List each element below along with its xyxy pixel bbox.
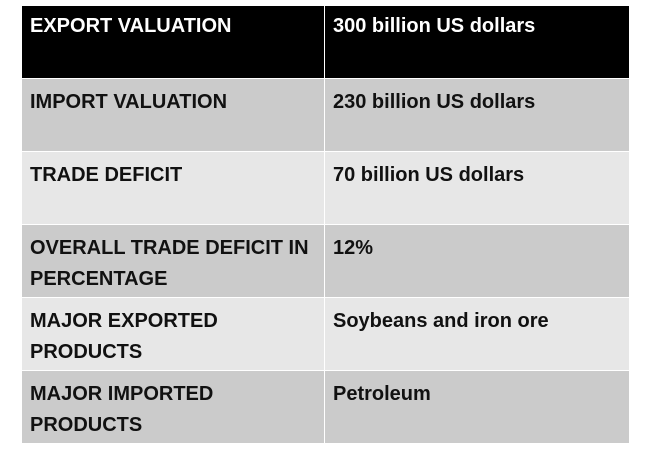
table-row-import-valuation: IMPORT VALUATION 230 billion US dollars xyxy=(22,78,629,151)
table-row-deficit-percentage: OVERALL TRADE DEFICIT IN PERCENTAGE 12% xyxy=(22,224,629,297)
row-value: Soybeans and iron ore xyxy=(325,297,629,370)
row-value: 300 billion US dollars xyxy=(325,6,629,78)
table-row-export-valuation: EXPORT VALUATION 300 billion US dollars xyxy=(22,6,629,78)
row-value: 70 billion US dollars xyxy=(325,151,629,224)
row-label: TRADE DEFICIT xyxy=(22,151,325,224)
row-label: IMPORT VALUATION xyxy=(22,78,325,151)
row-value: Petroleum xyxy=(325,370,629,443)
row-label: MAJOR IMPORTED PRODUCTS xyxy=(22,370,325,443)
table-row-trade-deficit: TRADE DEFICIT 70 billion US dollars xyxy=(22,151,629,224)
row-label: OVERALL TRADE DEFICIT IN PERCENTAGE xyxy=(22,224,325,297)
table-row-major-imported-products: MAJOR IMPORTED PRODUCTS Petroleum xyxy=(22,370,629,443)
row-value: 12% xyxy=(325,224,629,297)
row-label: EXPORT VALUATION xyxy=(22,6,325,78)
table-row-major-exported-products: MAJOR EXPORTED PRODUCTS Soybeans and iro… xyxy=(22,297,629,370)
row-value: 230 billion US dollars xyxy=(325,78,629,151)
trade-summary-table: EXPORT VALUATION 300 billion US dollars … xyxy=(22,6,629,443)
row-label: MAJOR EXPORTED PRODUCTS xyxy=(22,297,325,370)
